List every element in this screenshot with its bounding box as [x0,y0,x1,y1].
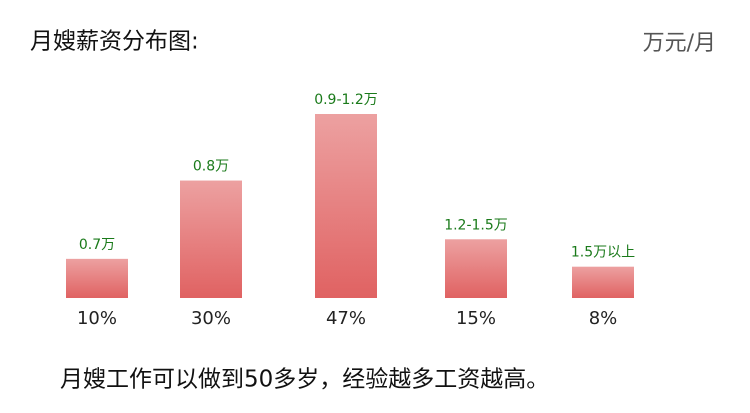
bar [572,266,634,298]
category-label: 0.8万 [193,159,229,175]
bar [66,258,128,298]
footnote: 月嫂工作可以做到50多岁，经验越多工资越高。 [60,367,549,393]
category-label: 1.5万以上 [571,245,635,261]
category-label: 0.9-1.2万 [314,92,378,108]
value-label: 8% [589,308,618,329]
bar [445,239,507,298]
value-label: 15% [456,308,496,329]
value-label: 30% [191,308,231,329]
value-label: 10% [77,308,117,329]
bar [315,114,377,298]
category-label: 1.2-1.5万 [444,217,508,233]
bar [180,180,242,298]
value-label: 47% [326,308,366,329]
category-label: 0.7万 [79,237,115,253]
unit-label: 万元/月 [643,31,716,56]
chart-title: 月嫂薪资分布图: [30,29,199,55]
